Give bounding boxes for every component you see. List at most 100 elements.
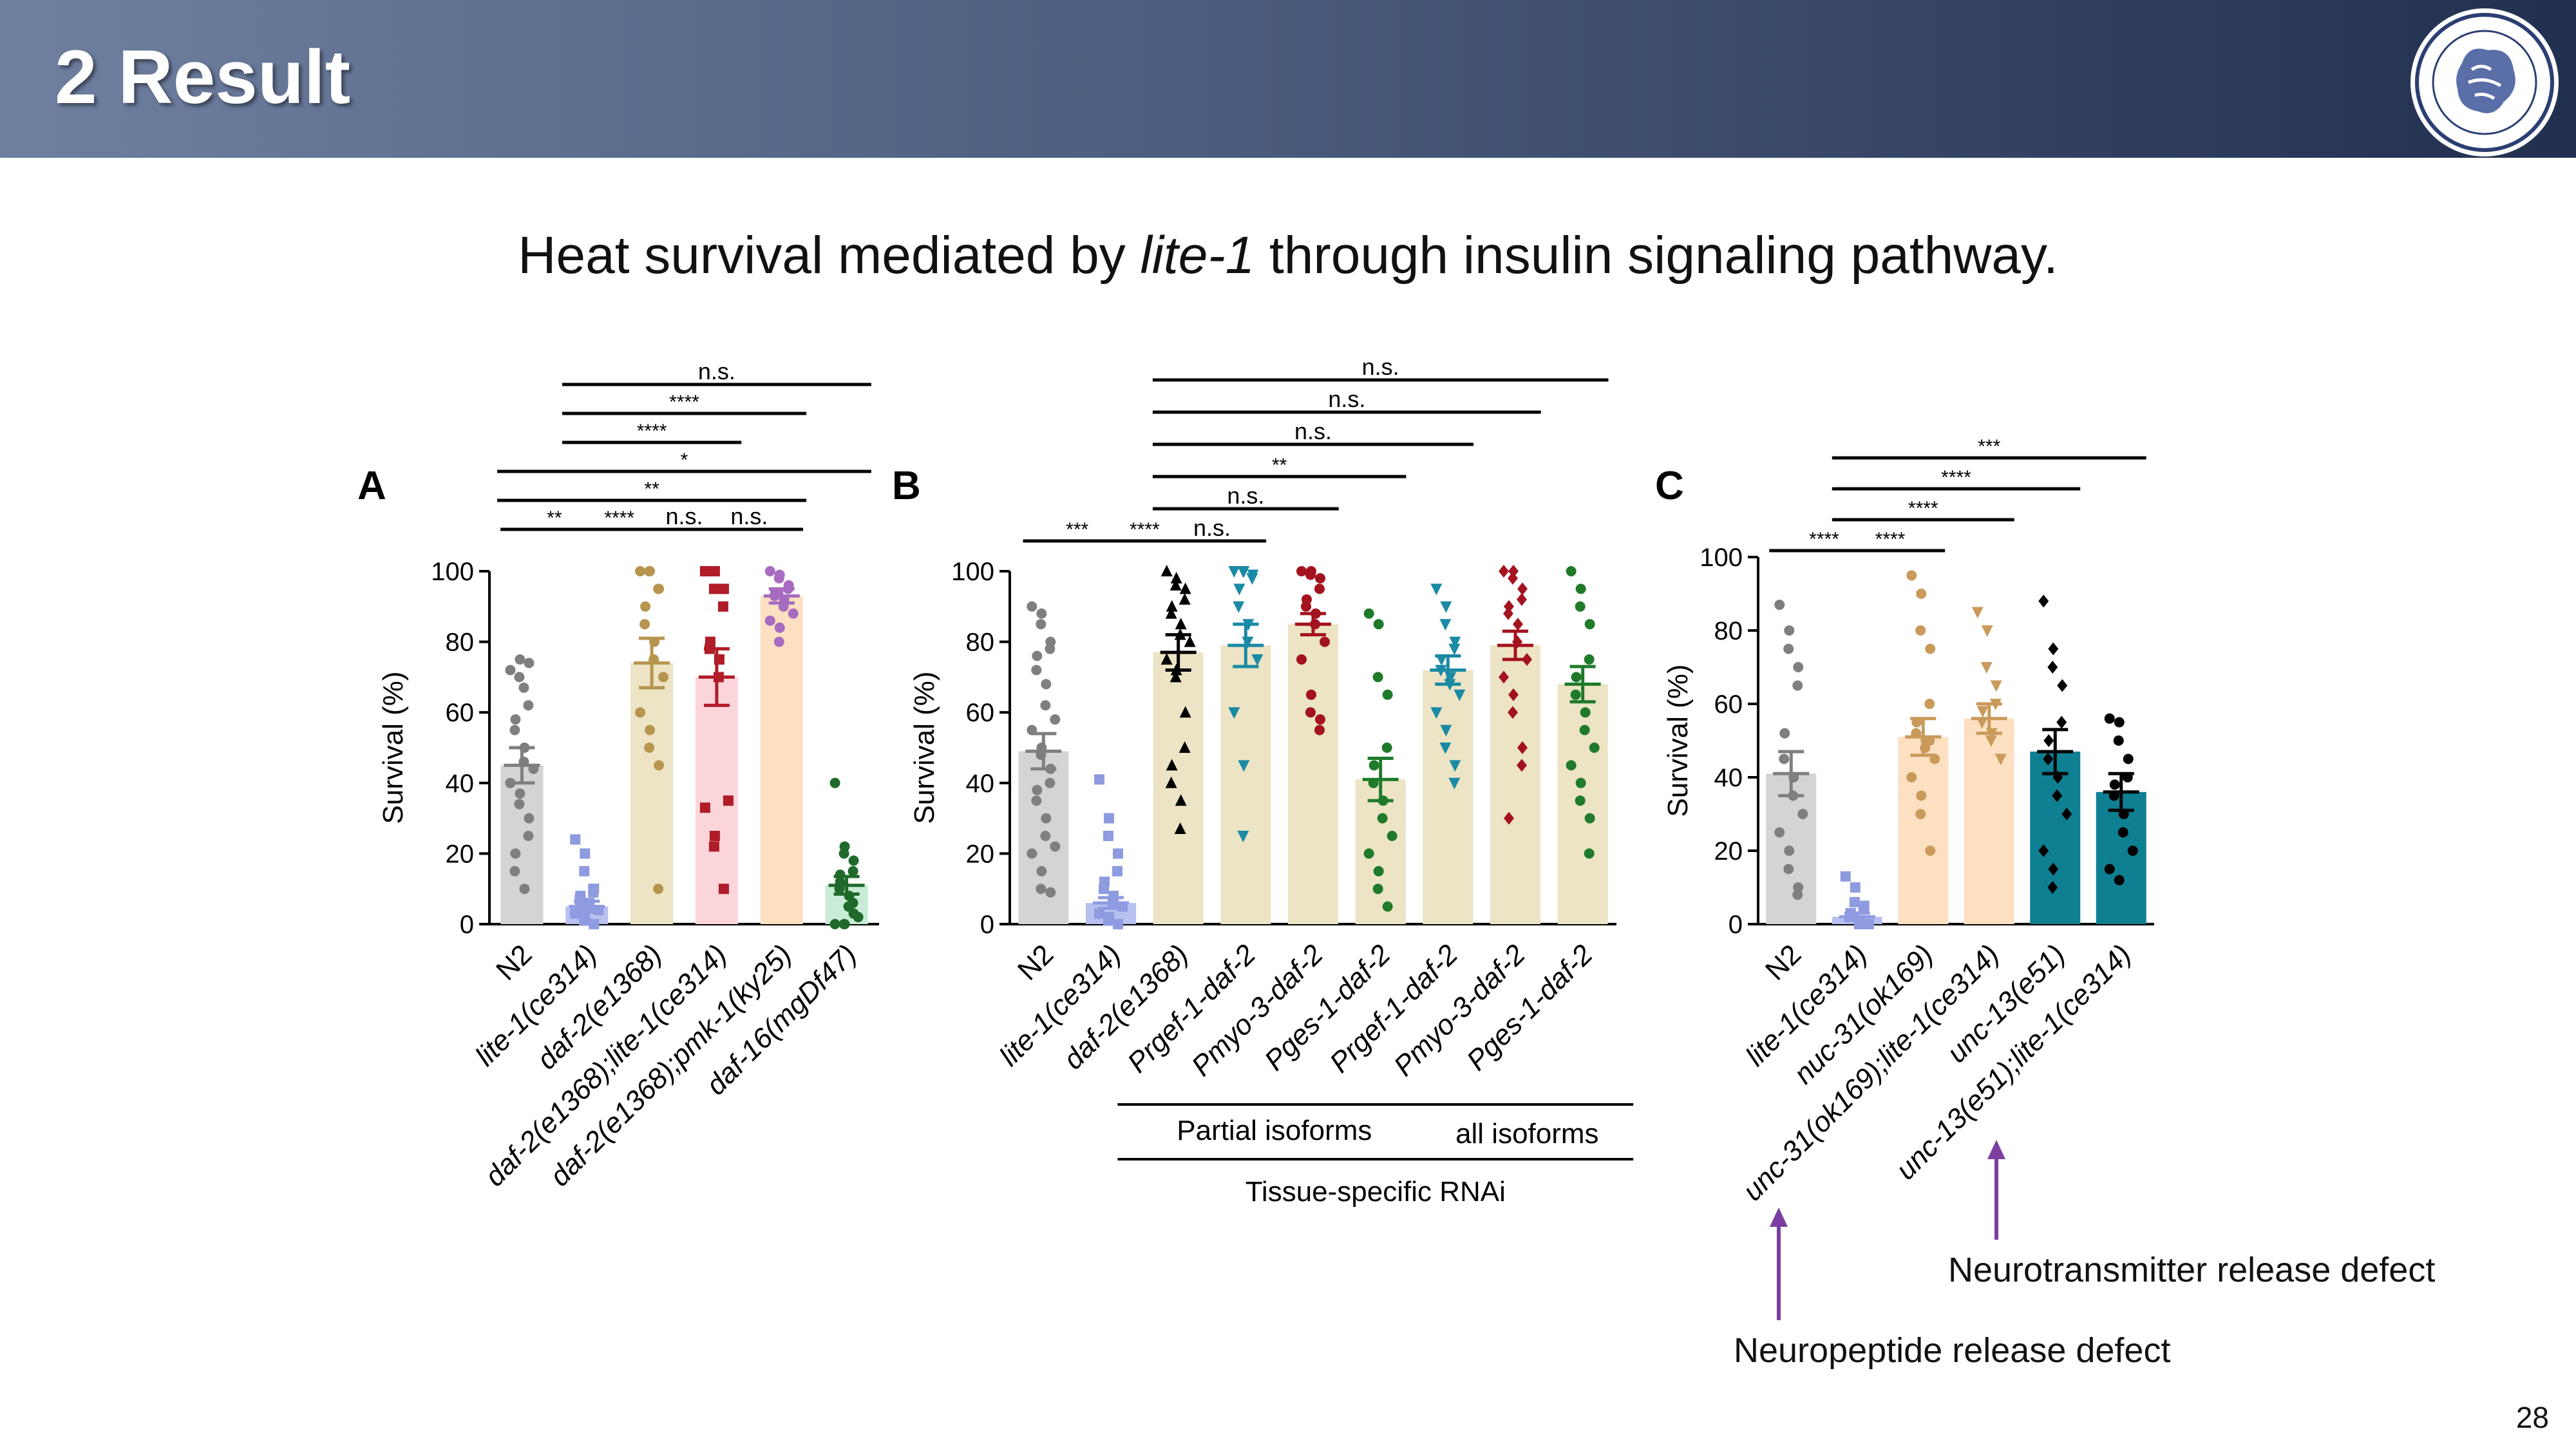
group-label: all isoforms xyxy=(1455,1118,1599,1150)
data-point xyxy=(717,601,728,612)
y-tick-label: 20 xyxy=(446,840,475,868)
y-axis-title: Survival (%) xyxy=(909,671,940,824)
data-point xyxy=(709,831,720,841)
x-tick-label: N2 xyxy=(490,938,538,986)
y-tick-label: 0 xyxy=(460,911,474,939)
data-point xyxy=(1179,592,1191,605)
data-point xyxy=(1517,759,1527,772)
data-point xyxy=(653,884,664,895)
data-point xyxy=(1504,811,1514,825)
data-point xyxy=(699,802,710,813)
data-point xyxy=(1170,578,1182,591)
data-point xyxy=(1094,774,1104,785)
data-point xyxy=(1499,565,1509,578)
data-point xyxy=(1980,662,1993,674)
data-point xyxy=(1793,662,1804,672)
data-point xyxy=(1454,689,1466,701)
data-point xyxy=(1237,566,1249,578)
data-point xyxy=(774,622,785,633)
data-point xyxy=(1179,706,1191,718)
data-point xyxy=(1589,743,1600,753)
data-point xyxy=(1036,619,1046,630)
y-tick-label: 40 xyxy=(966,770,995,798)
bar xyxy=(1288,624,1338,924)
data-point xyxy=(1774,827,1785,838)
data-point xyxy=(2104,713,2115,724)
data-point xyxy=(1449,636,1461,649)
data-point xyxy=(523,831,534,841)
data-point xyxy=(1449,760,1461,772)
data-point xyxy=(654,760,665,771)
y-tick-label: 60 xyxy=(966,699,995,727)
data-point xyxy=(718,884,729,895)
data-point xyxy=(1517,592,1527,606)
significance-label: * xyxy=(681,450,688,471)
data-point xyxy=(1840,871,1851,882)
data-point xyxy=(1314,724,1325,735)
data-point xyxy=(723,795,734,806)
data-point xyxy=(2038,594,2049,608)
data-point xyxy=(1246,573,1258,585)
bar xyxy=(760,596,803,924)
data-point xyxy=(829,919,840,929)
bar xyxy=(630,663,674,924)
data-point xyxy=(1170,670,1182,683)
data-point xyxy=(1792,889,1803,900)
significance-label: n.s. xyxy=(698,358,735,384)
data-point xyxy=(1584,619,1595,630)
data-point xyxy=(1925,846,1936,856)
data-point xyxy=(1032,650,1043,661)
data-point xyxy=(1160,653,1173,665)
significance-label: **** xyxy=(1908,498,1938,519)
data-point xyxy=(764,566,775,576)
data-point xyxy=(1571,672,1582,683)
y-axis-title: Survival (%) xyxy=(377,671,409,824)
data-point xyxy=(2038,844,2049,857)
data-point xyxy=(1575,777,1586,788)
data-point xyxy=(1517,741,1528,754)
data-point xyxy=(579,866,590,876)
data-point xyxy=(829,777,840,788)
data-point xyxy=(1233,601,1245,613)
data-point xyxy=(514,799,525,810)
data-point xyxy=(1315,714,1325,725)
data-point xyxy=(1233,583,1245,596)
significance-label: **** xyxy=(1875,529,1906,550)
data-point xyxy=(589,919,600,929)
data-point xyxy=(579,915,590,926)
significance-label: **** xyxy=(1809,529,1839,550)
significance-label: **** xyxy=(637,421,667,442)
significance-label: **** xyxy=(604,507,634,529)
neurotransmitter-arrow-head xyxy=(1987,1140,2005,1159)
data-point xyxy=(1779,728,1790,739)
data-point xyxy=(1301,601,1311,612)
data-point xyxy=(1584,813,1595,824)
subtitle-gene-name: lite-1 xyxy=(1140,226,1255,285)
bar xyxy=(1423,670,1473,924)
significance-label: *** xyxy=(1978,436,2000,457)
slide-title: 2 Result xyxy=(55,35,351,120)
data-point xyxy=(1174,822,1186,835)
subtitle-text-prefix: Heat survival mediated by xyxy=(518,226,1141,285)
data-point xyxy=(1103,915,1113,926)
data-point xyxy=(510,714,521,725)
data-point xyxy=(1179,741,1191,753)
data-point xyxy=(524,813,535,824)
data-point xyxy=(2123,753,2134,764)
data-point xyxy=(1238,760,1250,772)
data-point xyxy=(2047,881,2058,894)
data-point xyxy=(1160,565,1173,576)
data-point xyxy=(524,658,535,668)
data-point xyxy=(1774,600,1785,611)
y-tick-label: 80 xyxy=(446,629,475,657)
data-point xyxy=(1305,569,1316,580)
data-point xyxy=(708,841,719,852)
data-point xyxy=(1113,919,1123,929)
data-point xyxy=(1985,735,1997,747)
y-tick-label: 80 xyxy=(966,629,995,657)
data-point xyxy=(773,573,784,583)
significance-label: ** xyxy=(547,507,562,529)
data-point xyxy=(509,724,520,735)
